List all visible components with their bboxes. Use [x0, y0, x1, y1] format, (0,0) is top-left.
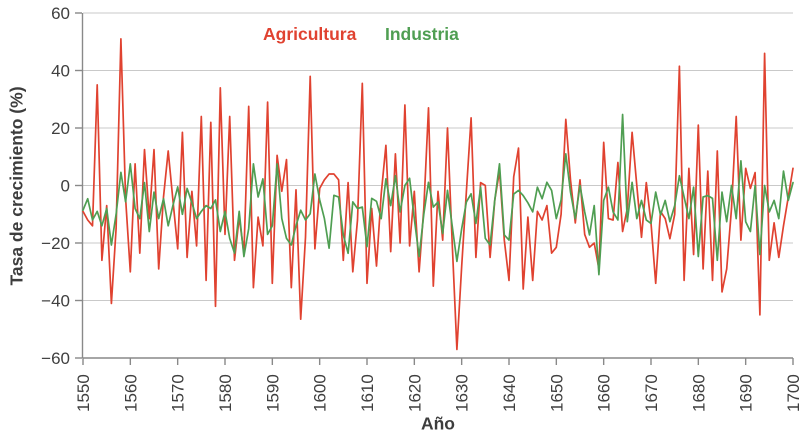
x-tick-label: 1580	[216, 374, 235, 412]
legend-label-agricultura: Agricultura	[263, 24, 357, 44]
x-tick-label: 1680	[689, 374, 708, 412]
x-tick-label: 1600	[311, 374, 330, 412]
x-tick-label: 1620	[405, 374, 424, 412]
y-axis-title: Tasa de crecimiento (%)	[6, 86, 27, 286]
y-tick-label: −20	[41, 234, 70, 253]
y-tick-label: 40	[51, 62, 70, 81]
x-tick-label: 1670	[642, 374, 661, 412]
y-tick-label: −60	[41, 349, 70, 368]
legend-label-industria: Industria	[385, 24, 459, 44]
x-tick-label: 1610	[358, 374, 377, 412]
x-tick-label: 1660	[595, 374, 614, 412]
agricultura-line	[82, 38, 794, 351]
x-tick-label: 1650	[547, 374, 566, 412]
x-tick-label: 1690	[737, 374, 756, 412]
x-tick-label: 1570	[169, 374, 188, 412]
y-tick-label: 0	[61, 177, 70, 196]
x-tick-label: 1630	[453, 374, 472, 412]
x-tick-label: 1700	[784, 374, 803, 412]
x-axis-title: Año	[420, 413, 456, 434]
x-tick-label: 1550	[74, 374, 93, 412]
y-tick-label: 60	[51, 4, 70, 23]
x-tick-label: 1640	[500, 374, 519, 412]
industria-line	[82, 113, 794, 276]
x-tick-label: 1590	[263, 374, 282, 412]
y-tick-label: 20	[51, 119, 70, 138]
y-tick-label: −40	[41, 292, 70, 311]
x-tick-label: 1560	[121, 374, 140, 412]
